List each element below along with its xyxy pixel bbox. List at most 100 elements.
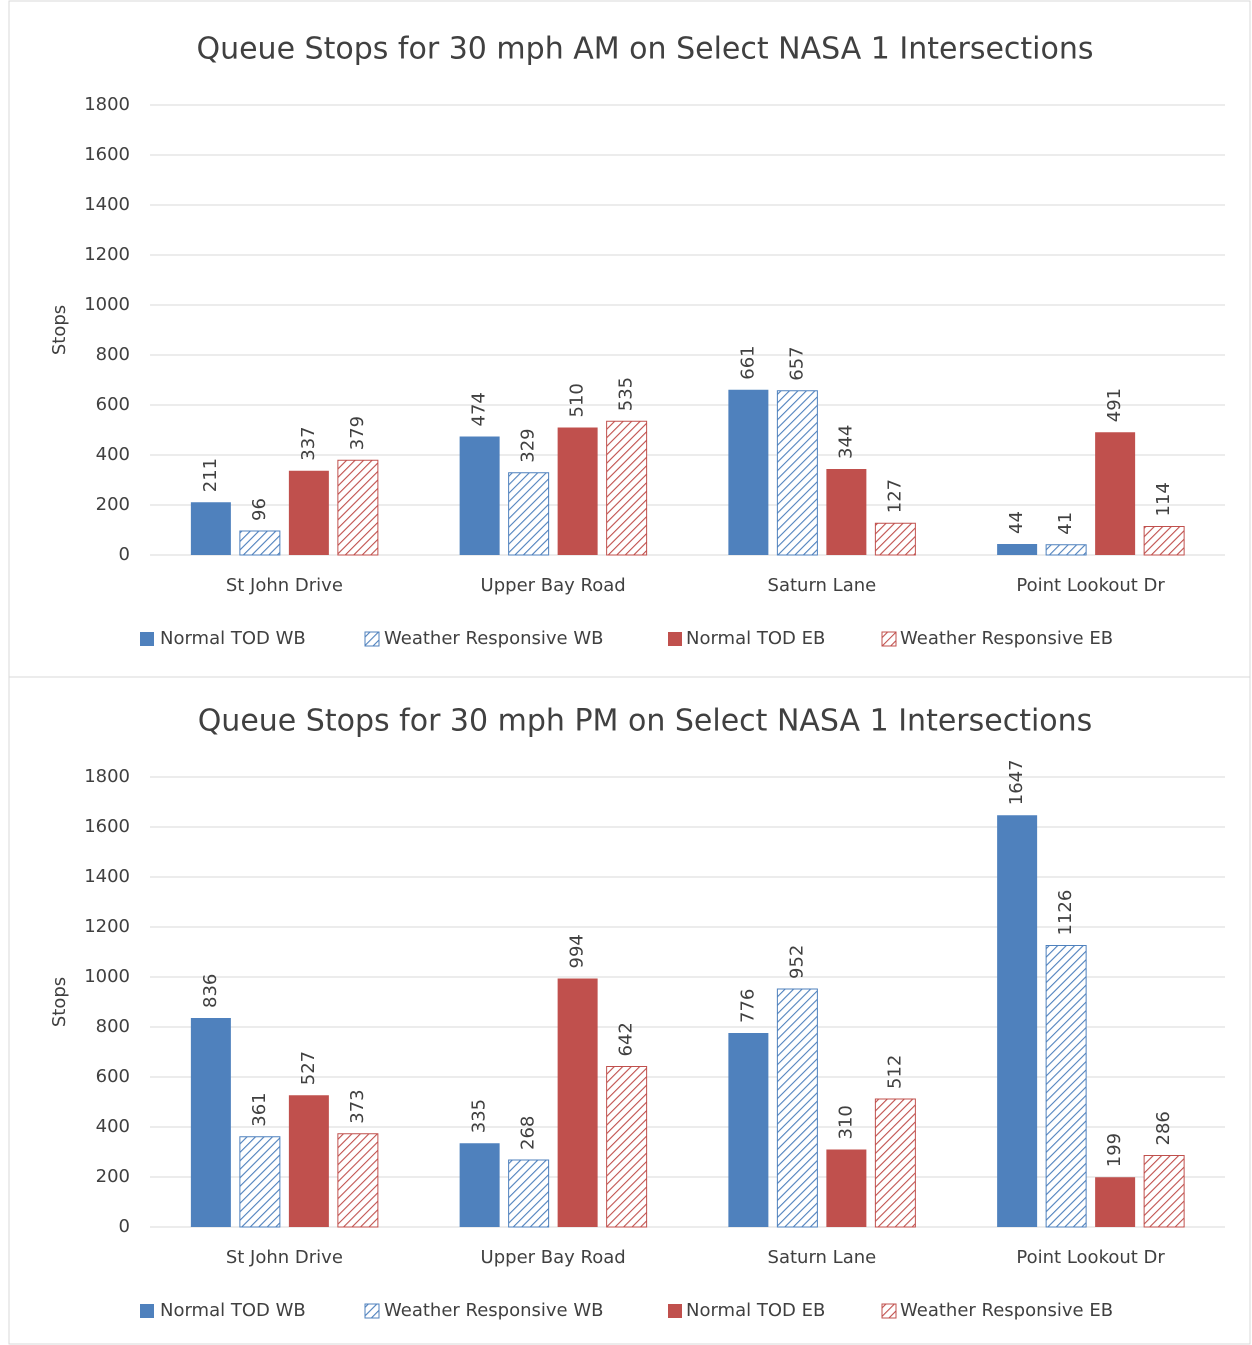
legend-label: Normal TOD WB [160,1300,306,1321]
y-axis-label: Stops [49,305,70,355]
data-label: 268 [518,1116,539,1150]
bar [874,1098,916,1228]
y-tick-label: 0 [119,1216,130,1237]
y-tick-label: 0 [119,544,130,565]
bar [337,459,379,556]
bar [1143,526,1185,556]
legend-swatch [140,632,154,646]
bar [288,470,329,555]
y-tick-label: 1800 [84,766,130,787]
y-tick-label: 600 [96,1066,130,1087]
y-tick-label: 1400 [84,194,130,215]
data-label: 642 [616,1022,637,1056]
legend-swatch [140,1304,154,1318]
bar [337,1133,379,1228]
data-label: 335 [469,1099,490,1133]
bar [1095,1177,1136,1227]
data-label: 474 [469,392,490,426]
data-label: 41 [1055,512,1076,535]
data-label: 994 [567,934,588,968]
bar [1095,432,1136,555]
data-label: 1647 [1006,759,1027,805]
y-tick-label: 1000 [84,294,130,315]
data-label: 96 [249,498,270,521]
x-tick-label: Saturn Lane [768,575,877,596]
bar [508,472,550,556]
bar [1045,945,1087,1228]
data-label: 344 [835,425,856,459]
data-label: 491 [1104,388,1125,422]
bar [874,522,916,556]
data-label: 199 [1104,1133,1125,1167]
data-label: 286 [1153,1111,1174,1145]
bar [239,1136,281,1228]
y-tick-label: 1200 [84,916,130,937]
legend-label: Weather Responsive EB [900,1300,1113,1321]
y-axis-label: Stops [49,977,70,1027]
x-tick-label: Upper Bay Road [481,575,626,596]
bar [776,988,818,1228]
data-label: 211 [200,458,221,492]
data-label: 379 [347,416,368,450]
x-tick-label: St John Drive [226,575,343,596]
data-label: 329 [518,428,539,462]
y-tick-label: 200 [96,1166,130,1187]
x-tick-label: Saturn Lane [768,1247,877,1268]
legend-swatch [668,1304,682,1318]
chart-frame [8,676,1251,1345]
bar [826,1149,867,1227]
data-label: 373 [347,1089,368,1123]
y-tick-label: 1400 [84,866,130,887]
y-tick-label: 1200 [84,244,130,265]
data-label: 114 [1153,482,1174,516]
legend-label: Normal TOD EB [686,628,825,649]
legend-label: Weather Responsive WB [384,1300,603,1321]
bar [776,390,818,556]
data-label: 1126 [1055,890,1076,936]
data-label: 535 [616,377,637,411]
bar [459,1143,500,1227]
bar [1143,1155,1185,1228]
legend-label: Weather Responsive WB [384,628,603,649]
data-label: 836 [200,974,221,1008]
data-label: 657 [786,346,807,380]
chart-title: Queue Stops for 30 mph AM on Select NASA… [196,32,1093,67]
y-tick-label: 1000 [84,966,130,987]
data-label: 510 [567,383,588,417]
bar [728,389,769,555]
data-label: 127 [884,479,905,513]
y-tick-label: 800 [96,1016,130,1037]
y-tick-label: 400 [96,444,130,465]
bar [997,544,1038,555]
x-tick-label: Upper Bay Road [481,1247,626,1268]
y-tick-label: 400 [96,1116,130,1137]
legend-swatch [364,631,380,647]
legend-swatch [881,1303,897,1319]
data-label: 512 [884,1055,905,1089]
bar [1045,544,1087,556]
data-label: 44 [1006,511,1027,534]
legend-label: Normal TOD EB [686,1300,825,1321]
legend-swatch [668,632,682,646]
data-label: 776 [737,989,758,1023]
y-tick-label: 600 [96,394,130,415]
data-label: 527 [298,1051,319,1085]
bar [239,530,281,556]
bar [606,420,648,556]
bar [190,1018,231,1227]
bar [826,469,867,555]
data-label: 310 [835,1105,856,1139]
bar [557,427,598,555]
y-tick-label: 1600 [84,816,130,837]
data-label: 952 [786,945,807,979]
data-label: 661 [737,345,758,379]
legend-swatch [881,631,897,647]
data-label: 361 [249,1092,270,1126]
bar [997,815,1038,1227]
chart-title: Queue Stops for 30 mph PM on Select NASA… [198,704,1093,739]
bar [190,502,231,555]
legend-label: Weather Responsive EB [900,628,1113,649]
y-tick-label: 800 [96,344,130,365]
y-tick-label: 1600 [84,144,130,165]
